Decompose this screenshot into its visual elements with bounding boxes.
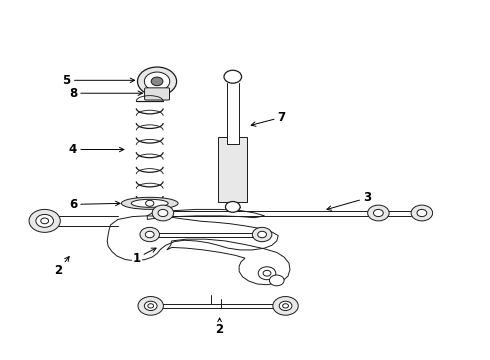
Circle shape xyxy=(258,231,267,238)
Circle shape xyxy=(411,205,433,221)
Circle shape xyxy=(138,67,176,96)
Circle shape xyxy=(138,297,163,315)
Circle shape xyxy=(145,301,157,311)
Polygon shape xyxy=(218,137,247,202)
Circle shape xyxy=(36,215,53,227)
Circle shape xyxy=(368,205,389,221)
Text: 8: 8 xyxy=(69,87,143,100)
Circle shape xyxy=(258,267,276,280)
Circle shape xyxy=(41,218,49,224)
Circle shape xyxy=(148,304,154,308)
Circle shape xyxy=(273,297,298,315)
Circle shape xyxy=(283,304,289,308)
Circle shape xyxy=(140,227,159,242)
Circle shape xyxy=(152,205,173,221)
Circle shape xyxy=(146,231,154,238)
Text: 1: 1 xyxy=(132,248,156,265)
Circle shape xyxy=(224,70,242,83)
Circle shape xyxy=(158,210,168,217)
Text: 7: 7 xyxy=(251,111,286,126)
Text: 4: 4 xyxy=(69,143,124,156)
Ellipse shape xyxy=(131,199,168,207)
Circle shape xyxy=(151,77,163,86)
Text: 2: 2 xyxy=(54,257,69,277)
Circle shape xyxy=(373,210,383,217)
Circle shape xyxy=(225,202,240,212)
Text: 3: 3 xyxy=(327,192,371,210)
Text: 2: 2 xyxy=(216,318,223,336)
Circle shape xyxy=(252,227,272,242)
Text: 6: 6 xyxy=(69,198,120,211)
Circle shape xyxy=(417,210,427,217)
FancyBboxPatch shape xyxy=(145,88,170,100)
Circle shape xyxy=(29,210,60,232)
Circle shape xyxy=(145,72,170,91)
Ellipse shape xyxy=(122,197,178,209)
Circle shape xyxy=(263,270,271,276)
Text: 5: 5 xyxy=(63,74,135,87)
Circle shape xyxy=(279,301,292,311)
Circle shape xyxy=(270,275,284,286)
Circle shape xyxy=(146,200,154,206)
